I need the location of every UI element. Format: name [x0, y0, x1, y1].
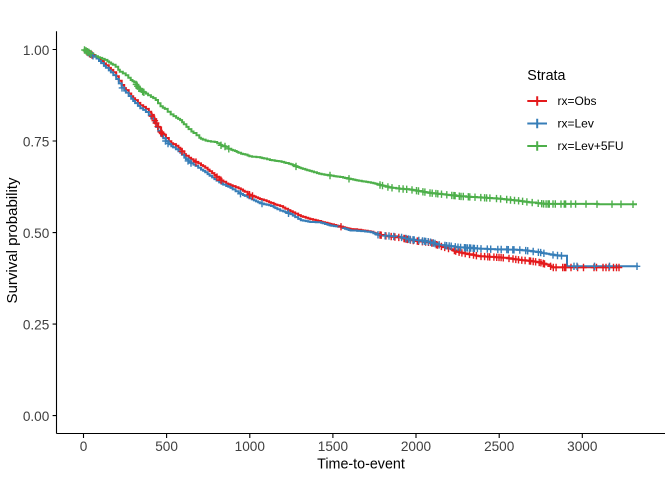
svg-text:1.00: 1.00 — [23, 43, 50, 58]
svg-text:2500: 2500 — [484, 439, 515, 454]
svg-text:1500: 1500 — [318, 439, 349, 454]
svg-text:500: 500 — [155, 439, 178, 454]
svg-text:rx=Lev+5FU: rx=Lev+5FU — [558, 139, 624, 153]
svg-text:0: 0 — [80, 439, 88, 454]
svg-text:0.00: 0.00 — [23, 409, 50, 424]
svg-text:Strata: Strata — [527, 68, 565, 84]
svg-text:3000: 3000 — [567, 439, 598, 454]
svg-text:rx=Obs: rx=Obs — [558, 94, 597, 108]
svg-text:0.75: 0.75 — [23, 135, 49, 150]
svg-text:rx=Lev: rx=Lev — [558, 117, 594, 131]
svg-text:0.50: 0.50 — [23, 226, 50, 241]
svg-text:0.25: 0.25 — [23, 318, 49, 333]
svg-text:Survival probability: Survival probability — [4, 177, 21, 303]
svg-text:Time-to-event: Time-to-event — [317, 456, 405, 472]
svg-text:1000: 1000 — [235, 439, 266, 454]
svg-text:2000: 2000 — [401, 439, 432, 454]
